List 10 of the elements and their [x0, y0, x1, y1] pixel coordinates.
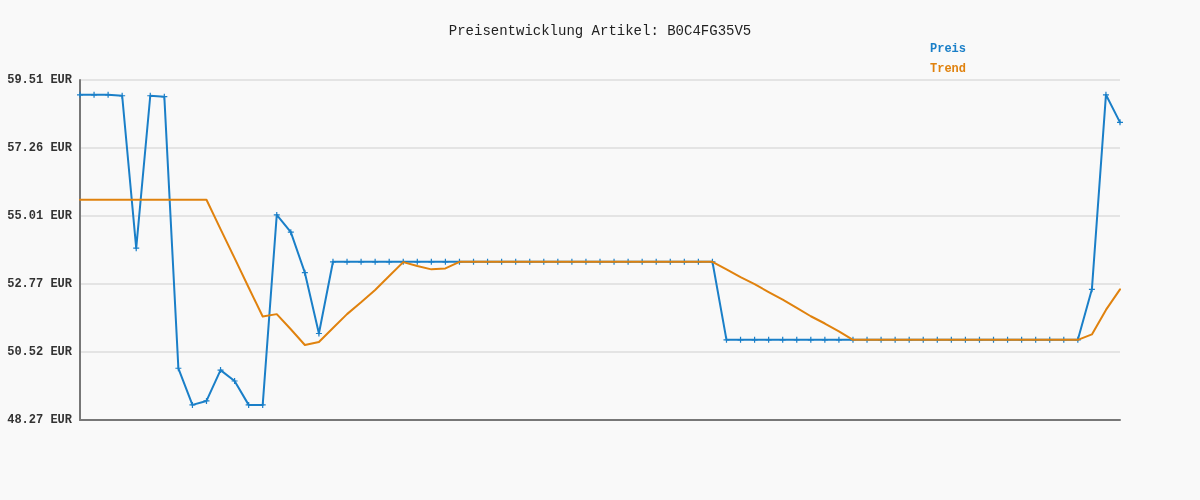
y-tick-label: 52.77 EUR — [7, 276, 73, 291]
y-tick-label: 50.52 EUR — [7, 344, 73, 359]
y-tick-label: 55.01 EUR — [7, 209, 73, 224]
y-tick-label: 59.51 EUR — [7, 73, 73, 87]
y-tick-label: 57.26 EUR — [7, 141, 73, 156]
y-tick-label: 48.27 EUR — [7, 413, 73, 427]
text: Trend — [929, 62, 966, 76]
text: Preis — [929, 42, 966, 56]
line-series — [79, 198, 1121, 346]
chart-title: Preisentwicklung Artikel: B0C4FG35V5 — [448, 23, 752, 39]
